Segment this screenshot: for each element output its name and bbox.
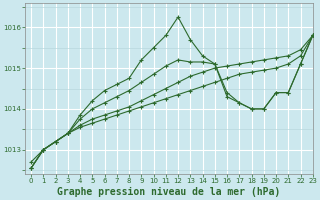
X-axis label: Graphe pression niveau de la mer (hPa): Graphe pression niveau de la mer (hPa) [57, 187, 281, 197]
